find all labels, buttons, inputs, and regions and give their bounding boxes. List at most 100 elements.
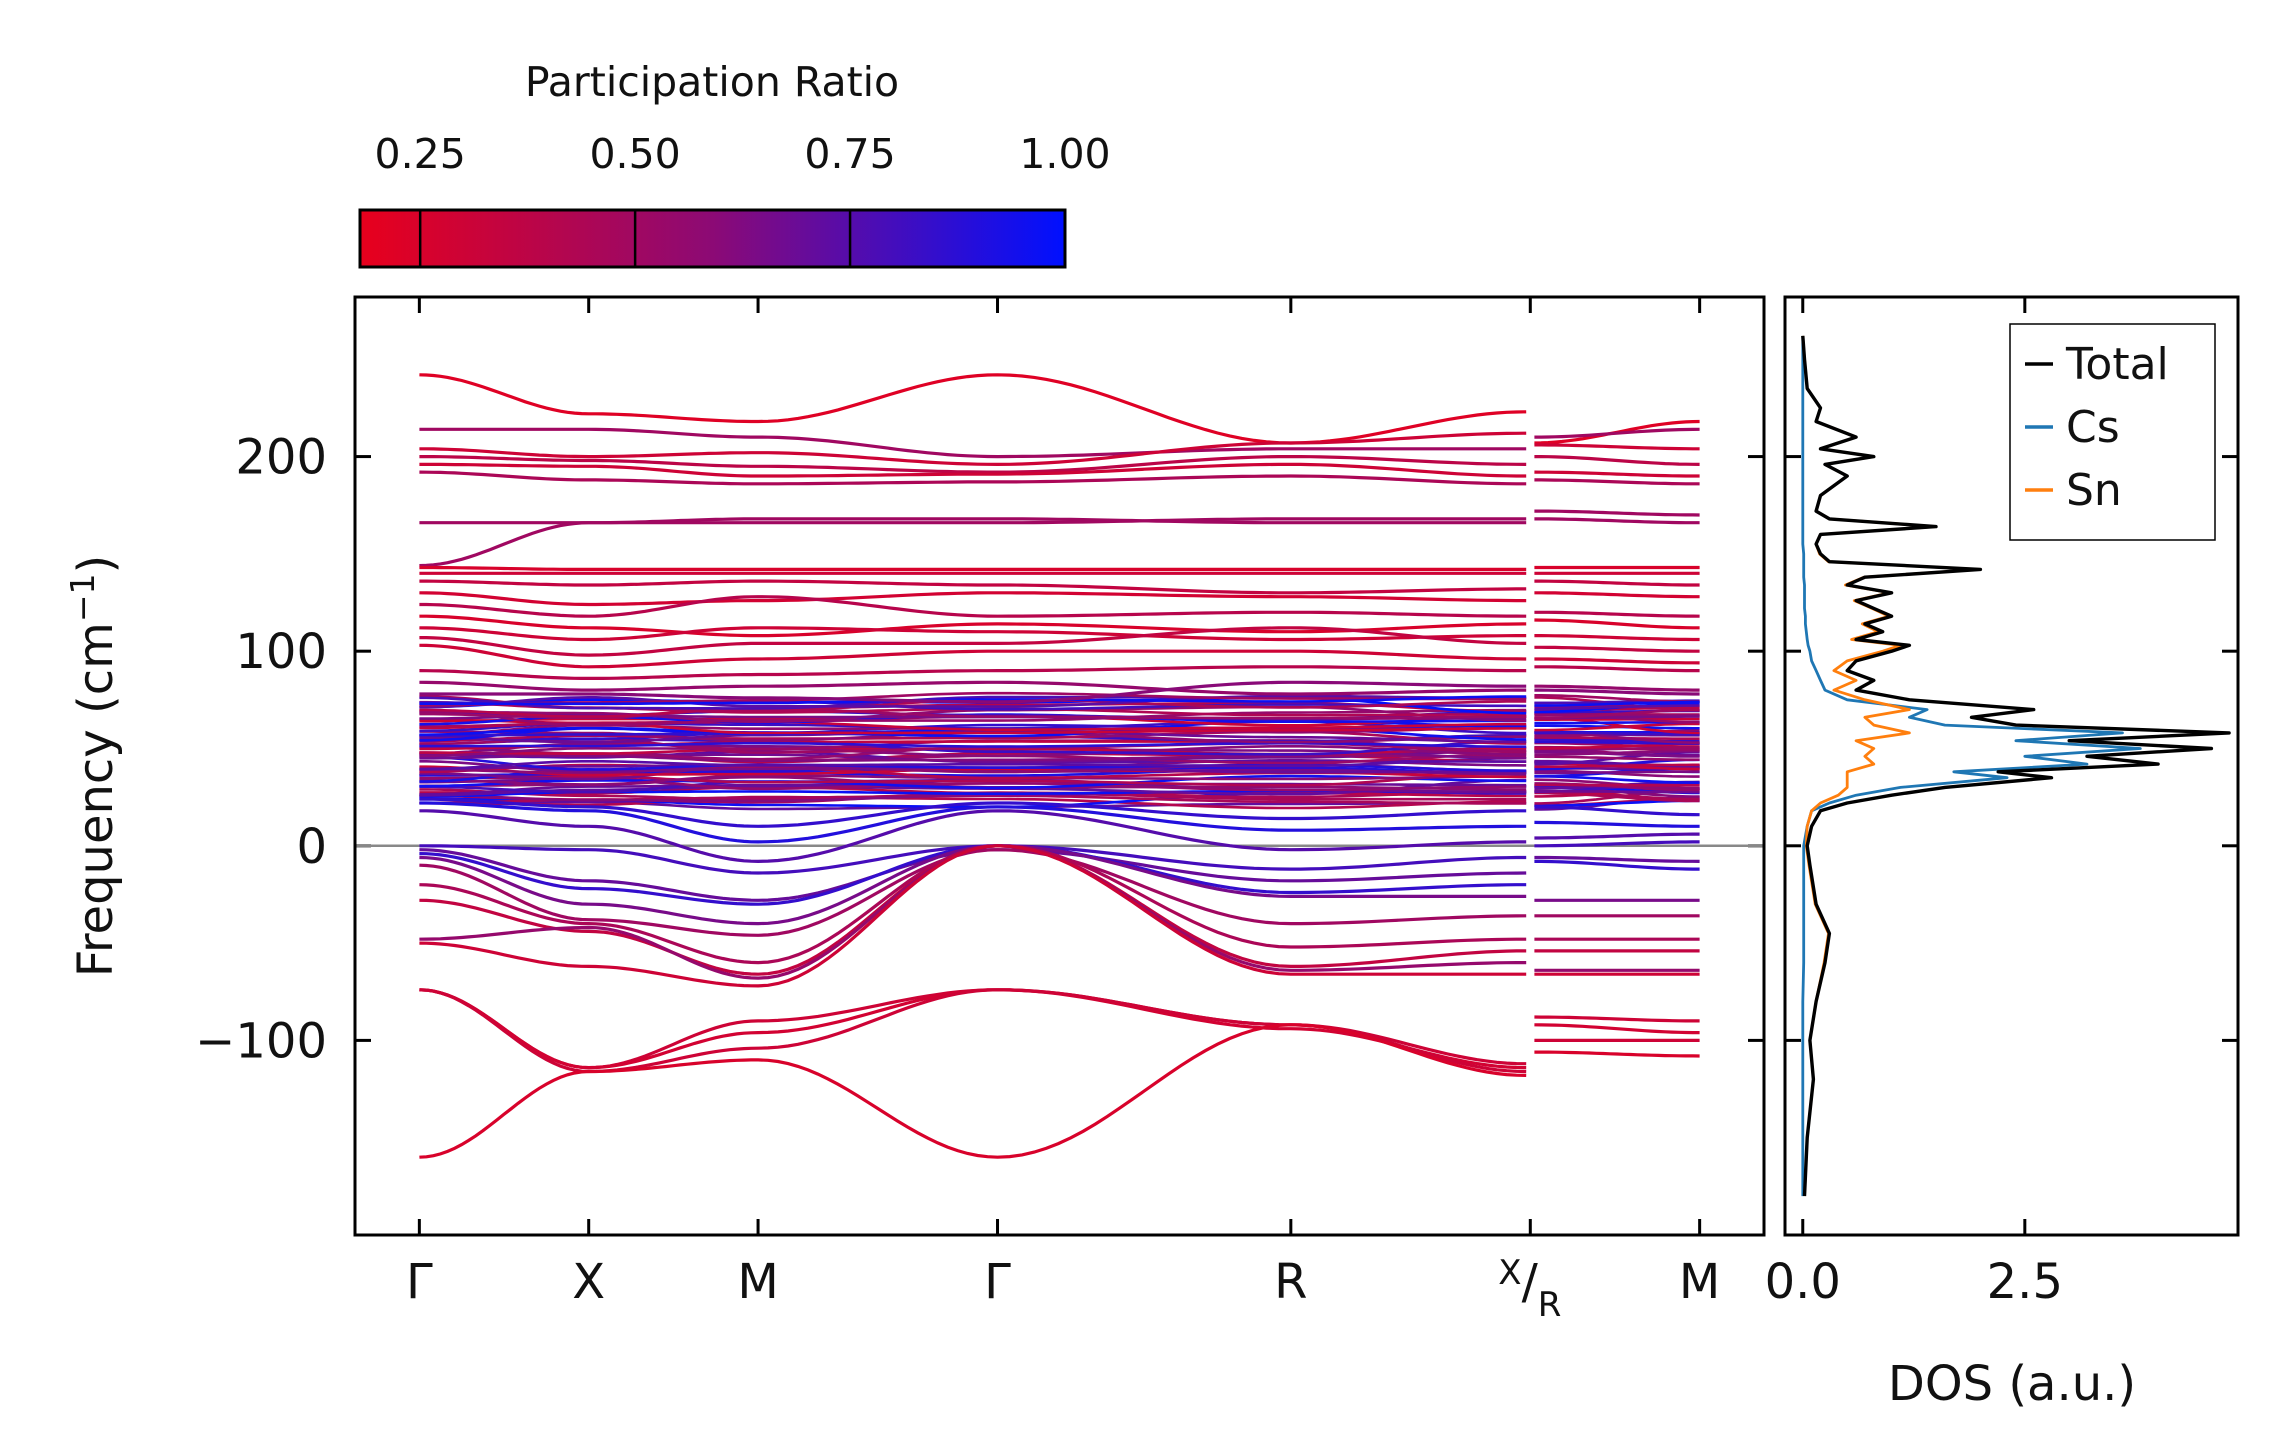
band-b3 <box>419 431 1527 467</box>
band-b8-right <box>1534 509 1700 517</box>
dense-band <box>419 778 1527 797</box>
band-b33 <box>419 988 1527 1070</box>
legend-label: Cs <box>2066 402 2120 453</box>
band-b27 <box>419 844 1527 926</box>
band-b26-right <box>1534 859 1700 871</box>
dense-band <box>1534 749 1700 756</box>
dos-x-axis-label: DOS (a.u.) <box>1888 1356 2136 1412</box>
colorbar-tick-label: 1.00 <box>1019 130 1110 178</box>
band-b18-right <box>1534 665 1700 673</box>
k-label: Γ <box>406 1254 433 1310</box>
band-b12 <box>419 591 1527 607</box>
y-axis-label-close: ) <box>68 555 124 574</box>
dense-band <box>419 745 1527 758</box>
dos-plot-frame <box>1783 295 2240 1237</box>
colorbar-tick-label: 0.50 <box>589 130 680 178</box>
band-b35 <box>419 988 1527 1074</box>
dos-x-tick-label: 2.5 <box>1987 1254 2063 1310</box>
band-b34-right <box>1534 1023 1700 1035</box>
band-b1 <box>419 373 1527 445</box>
band-b15-right <box>1534 634 1700 642</box>
dense-band <box>419 800 1527 811</box>
band-b25-right <box>1534 855 1700 863</box>
legend-label: Total <box>2065 339 2169 390</box>
dense-band <box>1534 704 1700 710</box>
dos-curve-total <box>1801 335 2231 1197</box>
dense-band <box>419 694 1527 709</box>
colorbar-tick-label: 0.75 <box>804 130 895 178</box>
dos-plot-ticks <box>1785 297 2238 1235</box>
band-b7-right <box>1534 517 1700 525</box>
dos-curves <box>1801 335 2231 1197</box>
dense-band <box>1534 791 1700 803</box>
dense-band <box>1534 763 1700 769</box>
band-b11 <box>419 579 1527 595</box>
k-label-slash: / <box>1522 1254 1539 1310</box>
band-b21 <box>419 797 1527 828</box>
band-b5-right <box>1534 470 1700 478</box>
k-label: M <box>737 1254 778 1310</box>
y-tick-label: 0 <box>296 819 327 875</box>
dense-band <box>419 741 1527 748</box>
colorbar-tick-labels: 0.25 0.50 0.75 1.00 <box>375 130 1111 178</box>
band-b7 <box>419 517 1527 525</box>
legend-box <box>2009 323 2216 541</box>
band-b8 <box>419 517 1527 568</box>
k-label-lower: R <box>1538 1285 1562 1325</box>
k-label: R <box>1274 1254 1307 1310</box>
dense-band <box>419 730 1527 744</box>
colorbar-title: Participation Ratio <box>525 58 899 106</box>
dense-band <box>419 788 1527 801</box>
band-b20-right <box>1534 688 1700 696</box>
band-b17 <box>419 643 1527 669</box>
band-b21-right <box>1534 805 1700 817</box>
dense-band <box>419 774 1527 790</box>
band-b11-right <box>1534 579 1700 587</box>
y-tick-labels: −100 0 100 200 <box>195 430 327 1070</box>
colorbar-frame <box>358 208 1067 269</box>
dense-band <box>1534 731 1700 736</box>
band-b5 <box>419 462 1527 478</box>
band-b13 <box>419 595 1527 618</box>
band-b28 <box>419 848 1527 937</box>
band-b3-right <box>1534 443 1700 451</box>
legend-label: Sn <box>2066 465 2122 516</box>
band-b4 <box>419 455 1527 474</box>
dos-x-tick-label: 0.0 <box>1765 1254 1841 1310</box>
band-b20 <box>419 680 1527 704</box>
dense-band <box>419 708 1527 727</box>
band-plot-frame <box>353 295 1766 1237</box>
band-b2 <box>419 427 1527 459</box>
dense-band <box>1534 700 1700 707</box>
band-b31 <box>419 844 1527 980</box>
k-label: M <box>1679 1254 1720 1310</box>
band-b23-right <box>1534 832 1700 840</box>
dense-band <box>419 774 1527 786</box>
band-b6-right <box>1534 478 1700 486</box>
dense-band <box>1534 722 1700 732</box>
k-label-upper: X <box>1498 1253 1521 1293</box>
band-b6 <box>419 470 1527 486</box>
band-b9 <box>419 565 1527 571</box>
band-b13-right <box>1534 610 1700 618</box>
y-tick-label: 200 <box>235 430 327 486</box>
band-b14-right <box>1534 618 1700 630</box>
dense-band <box>419 771 1527 787</box>
y-axis-label-exponent: −1 <box>63 573 102 622</box>
colorbar-tick-label: 0.25 <box>375 130 466 178</box>
k-label: X <box>572 1254 605 1310</box>
band-b29 <box>419 844 1527 965</box>
band-b19-right <box>1534 684 1700 692</box>
band-plot-ticks <box>355 297 1764 1235</box>
band-b26 <box>419 844 1527 906</box>
dense-band <box>1534 769 1700 778</box>
dense-band <box>419 724 1527 737</box>
band-b15 <box>419 626 1527 642</box>
phonon-bands <box>419 373 1700 1159</box>
colorbar <box>360 210 1065 267</box>
band-b22 <box>419 801 1527 844</box>
band-b24 <box>419 844 1527 875</box>
band-b17-right <box>1534 657 1700 665</box>
k-path-labels: Γ X M Γ R X/R M <box>406 1253 1720 1325</box>
